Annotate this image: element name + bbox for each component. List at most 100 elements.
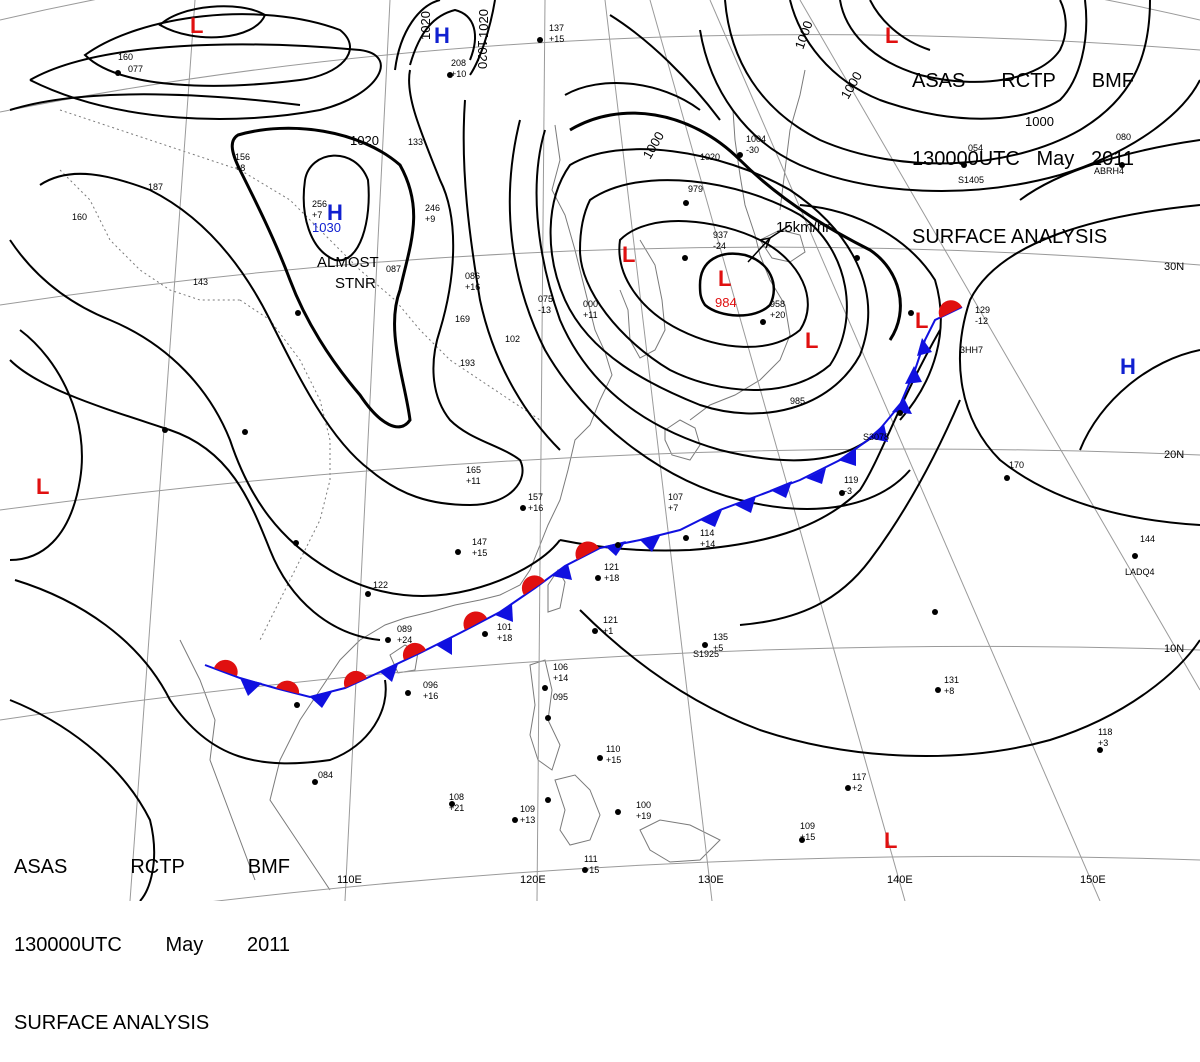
isobars	[9, 0, 1200, 901]
station-value: -13	[538, 305, 551, 315]
station-dot	[615, 542, 621, 548]
station-dot	[162, 427, 168, 433]
lat-label: 10N	[1164, 643, 1184, 655]
station-dot	[582, 867, 588, 873]
footer-station-code: RCTP	[130, 856, 185, 878]
station-value: +15	[800, 832, 815, 842]
station-value: -24	[713, 241, 726, 251]
footer-title-line2: 130000UTC May 2011	[14, 932, 290, 958]
parallel-0	[213, 855, 1200, 901]
low-center-symbol: L	[622, 242, 635, 267]
isobar-1030	[302, 154, 370, 262]
indochina-coastline	[269, 639, 361, 891]
station-value: 075	[538, 294, 553, 304]
station-dot	[545, 715, 551, 721]
isobar	[29, 43, 382, 120]
station-value: +14	[700, 539, 715, 549]
station-values: 137 +15 208 +10 160 077 054 080 165 +11 …	[72, 23, 1155, 875]
station-value: 165	[466, 465, 481, 475]
station-value: 084	[318, 770, 333, 780]
station-value: 100	[636, 800, 651, 810]
cold-barb	[770, 481, 792, 498]
isobar	[724, 0, 1151, 165]
header-station-code: RCTP	[1001, 70, 1056, 92]
station-value: 110	[606, 744, 620, 754]
station-value: +15	[606, 755, 621, 765]
station-value: +9	[425, 214, 435, 224]
station-value: 080	[1116, 132, 1131, 142]
station-dot	[799, 837, 805, 843]
header-month: May	[1036, 148, 1075, 170]
cold-barb	[868, 424, 888, 442]
header-title: ASAS RCTP BMF 130000UTC May 2011 SURFACE…	[912, 16, 1134, 276]
cold-barb	[892, 398, 912, 414]
header-time: 130000UTC	[912, 148, 1020, 170]
isobar	[959, 204, 1200, 526]
station-value: 117	[852, 772, 866, 782]
warm-lobe	[343, 670, 367, 688]
isobar	[14, 579, 387, 765]
isobar	[739, 399, 961, 626]
station-value: +7	[668, 503, 678, 513]
station-value: 1020	[700, 152, 720, 162]
parallel-40n	[0, 34, 1200, 113]
arrow-head	[759, 236, 772, 249]
station-value: 109	[520, 804, 535, 814]
station-dot	[385, 637, 391, 643]
station-value: +8	[944, 686, 954, 696]
cold-barb	[735, 496, 756, 513]
isobar	[579, 609, 1200, 757]
luzon-coastline	[529, 659, 561, 771]
low-center-symbol: L	[884, 828, 897, 853]
header-title-line1: ASAS RCTP BMF	[912, 68, 1134, 94]
header-product-code: BMF	[1091, 70, 1134, 92]
station-value: 157	[528, 492, 543, 502]
cold-barb	[640, 536, 660, 552]
isobar-1000	[549, 148, 870, 415]
station-dot	[839, 490, 845, 496]
station-value: 101	[497, 622, 512, 632]
hokkaido-coastline	[759, 229, 806, 263]
station-value: 208	[451, 58, 466, 68]
cold-front-barbs	[240, 338, 932, 708]
station-value: +1	[603, 626, 613, 636]
station-dot	[312, 779, 318, 785]
station-value: ABRH4	[1094, 166, 1124, 176]
korea-coastline	[619, 239, 666, 359]
station-dot	[1119, 162, 1125, 168]
header-title-line2: 130000UTC May 2011	[912, 146, 1134, 172]
low-center-symbol: L	[915, 308, 928, 333]
isobar-label: 984	[715, 295, 737, 310]
high-center-symbol: H	[434, 23, 450, 48]
station-value: +20	[770, 310, 785, 320]
station-value: -30	[746, 145, 759, 155]
japan-coastline	[689, 109, 791, 421]
isobar	[39, 69, 524, 507]
station-dot	[455, 549, 461, 555]
station-value: 129	[975, 305, 990, 315]
station-value: 131	[944, 675, 959, 685]
surface-analysis-map: 137 +15 208 +10 160 077 054 080 165 +11 …	[0, 0, 1200, 901]
station-value: -3	[844, 486, 852, 496]
station-dot	[683, 535, 689, 541]
lat-label: 20N	[1164, 449, 1184, 461]
station-value: +18	[497, 633, 512, 643]
cold-barb	[838, 448, 856, 466]
sakhalin-coastline	[779, 69, 806, 211]
header-title-line3: SURFACE ANALYSIS	[912, 226, 1108, 248]
station-value: 187	[148, 182, 163, 192]
station-value: 133	[408, 137, 423, 147]
isobar	[535, 129, 881, 462]
station-value: 087	[386, 264, 401, 274]
station-dot	[682, 255, 688, 261]
center-annotations: ALMOST STNR 15km/hr	[317, 219, 830, 292]
lat-label: 30N	[1164, 261, 1184, 273]
station-value: +16	[423, 691, 438, 701]
isobar-1000	[789, 0, 1088, 120]
station-dot	[615, 809, 621, 815]
meridian-120e	[536, 0, 546, 901]
station-dot	[702, 642, 708, 648]
station-value: +19	[636, 811, 651, 821]
isobar	[9, 93, 301, 111]
coastlines	[59, 69, 806, 891]
